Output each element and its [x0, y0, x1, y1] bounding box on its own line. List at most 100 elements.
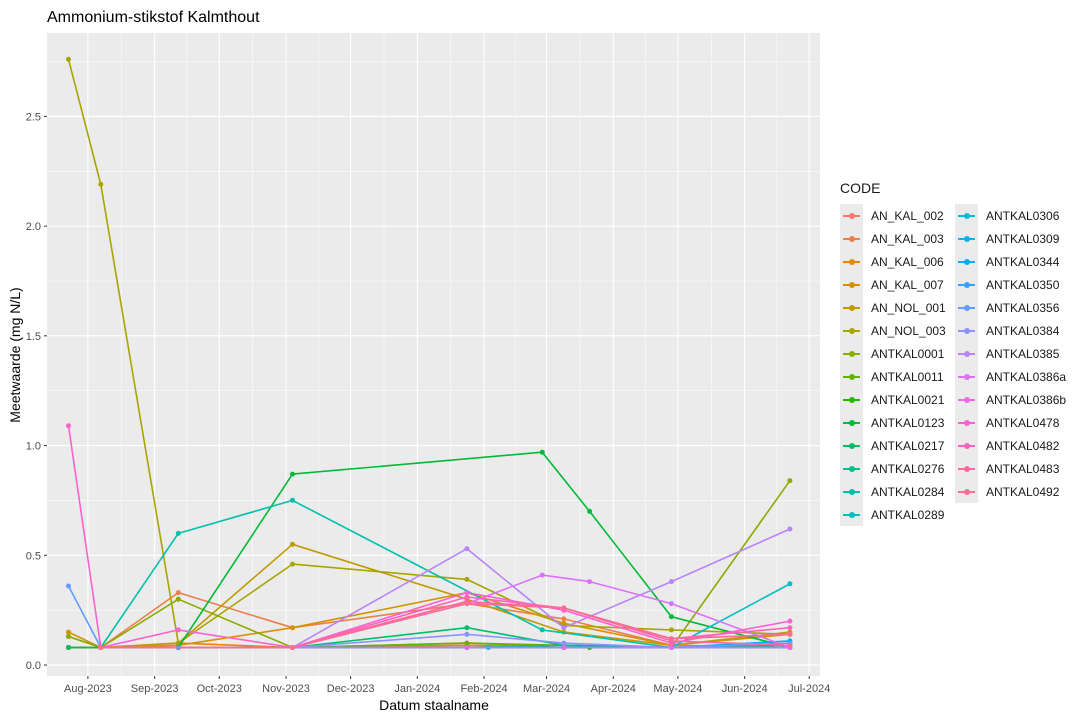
legend-column: ANTKAL0306 ANTKAL0309 ANTKAL0344 ANTKAL0350… [955, 204, 1070, 526]
data-point [787, 618, 793, 624]
series-layer [66, 56, 793, 650]
data-point [290, 625, 295, 631]
legend-item: AN_KAL_002 [840, 204, 955, 227]
data-point [561, 605, 567, 611]
data-point [98, 181, 104, 187]
legend-label: ANTKAL0284 [871, 484, 945, 499]
legend-item: ANTKAL0284 [840, 480, 955, 503]
data-point [175, 530, 181, 536]
legend-label: ANTKAL0384 [986, 323, 1060, 338]
data-point [290, 561, 295, 567]
legend-item: ANTKAL0306 [955, 204, 1070, 227]
x-tick-label: Nov-2023 [262, 683, 310, 695]
legend-label: ANTKAL0276 [871, 461, 945, 476]
legend-label: ANTKAL0344 [986, 254, 1060, 269]
data-point [787, 478, 793, 484]
data-point [98, 645, 104, 650]
data-point [668, 601, 674, 607]
legend-key [955, 434, 978, 457]
data-point [561, 625, 567, 631]
legend-item: ANTKAL0276 [840, 457, 955, 480]
legend-item: ANTKAL0492 [955, 480, 1070, 503]
series-line [100, 602, 790, 649]
legend-item: AN_NOL_003 [840, 319, 955, 342]
legend-key [840, 227, 863, 250]
legend-label: ANTKAL0386b [986, 392, 1067, 407]
legend-key-dot [964, 304, 970, 311]
legend-key-dot [964, 281, 970, 288]
data-point [787, 625, 793, 631]
y-tick-label: 0.5 [26, 550, 41, 562]
legend-key [955, 457, 978, 480]
y-tick-label: 2.5 [26, 111, 41, 123]
data-point [539, 572, 545, 578]
data-point [66, 634, 71, 639]
legend-key-dot [964, 350, 970, 357]
legend-label: ANTKAL0492 [986, 484, 1060, 499]
legend-key-dot [964, 327, 970, 334]
legend-key [955, 480, 978, 503]
x-tick-label: Oct-2023 [197, 683, 242, 695]
data-point [668, 636, 674, 642]
data-point [787, 642, 793, 648]
legend-key [840, 319, 863, 342]
legend-item: ANTKAL0386a [955, 365, 1070, 388]
series-AN_NOL_003 [66, 56, 793, 646]
x-tick-label: Jun-2024 [722, 683, 768, 695]
legend-label: ANTKAL0483 [986, 461, 1060, 476]
legend-key-dot [849, 465, 855, 472]
legend-key-dot [849, 304, 855, 311]
legend-label: AN_NOL_001 [871, 300, 946, 315]
legend-label: ANTKAL0011 [871, 369, 944, 384]
legend-item: ANTKAL0001 [840, 342, 955, 365]
legend-label: ANTKAL0306 [986, 208, 1060, 223]
legend-key-dot [849, 419, 855, 426]
legend-key [955, 273, 978, 296]
legend-item: ANTKAL0386b [955, 388, 1070, 411]
legend-label: ANTKAL0350 [986, 277, 1060, 292]
legend-label: ANTKAL0217 [871, 438, 945, 453]
legend-item: ANTKAL0289 [840, 503, 955, 526]
data-point [561, 616, 567, 622]
legend-label: ANTKAL0482 [986, 438, 1060, 453]
data-point [175, 627, 181, 633]
x-tick-label: Jul-2024 [788, 683, 830, 695]
data-point [787, 526, 793, 532]
legend-item: ANTKAL0217 [840, 434, 955, 457]
data-point [290, 645, 295, 650]
data-point [668, 645, 674, 650]
legend-title: CODE [840, 180, 881, 196]
legend-key [955, 411, 978, 434]
data-point [668, 614, 674, 620]
legend-key-dot [964, 212, 970, 219]
series-line [67, 425, 791, 649]
series-line [177, 451, 791, 649]
legend-key-dot [849, 511, 855, 518]
data-point [464, 601, 470, 607]
data-point [464, 640, 470, 646]
data-point [587, 579, 593, 585]
x-tick-label: Mar-2024 [523, 683, 570, 695]
legend-key-dot [849, 258, 855, 265]
legend-key [840, 250, 863, 273]
legend-label: AN_KAL_002 [871, 208, 944, 223]
chart-title: Ammonium-stikstof Kalmthout [47, 9, 260, 26]
legend-key [840, 411, 863, 434]
legend: CODE AN_KAL_002 AN_KAL_003 AN_KAL_006 AN_KA… [840, 180, 1070, 526]
legend-column: AN_KAL_002 AN_KAL_003 AN_KAL_006 AN_KAL_007… [840, 204, 955, 526]
data-point [561, 645, 567, 650]
legend-item: ANTKAL0356 [955, 296, 1070, 319]
data-point [539, 449, 545, 455]
legend-label: ANTKAL0289 [871, 507, 945, 522]
legend-key [955, 319, 978, 342]
legend-label: ANTKAL0356 [986, 300, 1060, 315]
y-tick-label: 2.0 [26, 221, 41, 233]
x-axis-label: Datum staalname [379, 697, 489, 713]
legend-columns: AN_KAL_002 AN_KAL_003 AN_KAL_006 AN_KAL_007… [840, 204, 1070, 526]
data-point [464, 625, 470, 631]
legend-item: ANTKAL0350 [955, 273, 1070, 296]
legend-key [840, 365, 863, 388]
data-point [290, 497, 295, 503]
legend-key-dot [964, 235, 970, 242]
legend-label: ANTKAL0386a [986, 369, 1067, 384]
